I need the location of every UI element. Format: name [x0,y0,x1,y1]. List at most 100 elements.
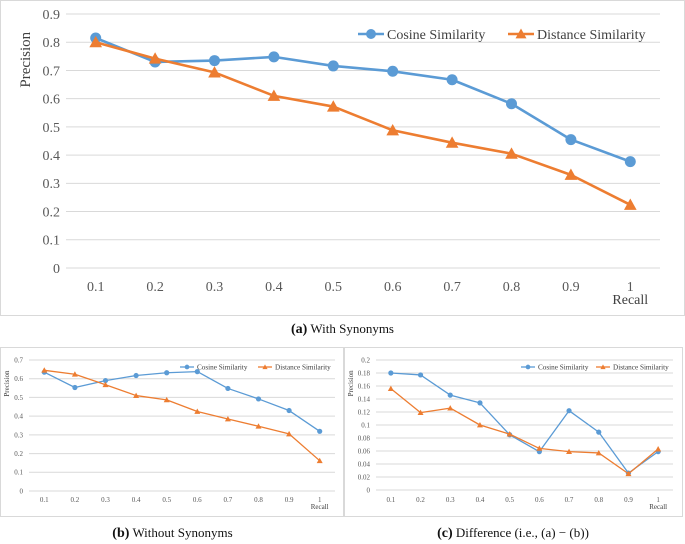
chart-c-x-tick-label: 0.1 [386,496,395,504]
chart-b-point-distance [316,457,323,464]
chart-c-point-cosine [388,370,394,376]
chart-a-x-tick-label: 0.1 [87,280,105,295]
chart-b-x-tick-label: 0.3 [101,496,110,504]
chart-a-y-tick-label: 0.5 [43,121,61,136]
chart-c-x-tick-label: 0.2 [416,496,425,504]
chart-c-x-tick-label: 0.8 [594,496,603,504]
chart-c-point-cosine [477,400,483,406]
chart-a-series-line-cosine [95,36,631,163]
chart-c-point-distance [595,449,602,456]
chart-c-x-tick-label: 0.3 [446,496,455,504]
chart-c-x-tick-label: 1 [656,496,660,504]
chart-b-point-distance [41,367,48,373]
chart-a-y-tick-label: 0.9 [43,8,61,23]
chart-a-y-tick-label: 0.1 [43,234,61,249]
chart-a-point-cosine [624,156,636,168]
chart-c: 0 0.02 0.04 0.06 0.08 0.1 0.12 0.14 0.16 0.18 0.2 0… [343,347,683,517]
chart-a-point-cosine [506,98,517,110]
caption-a-letter: (a) [291,322,308,337]
caption-c-text: Difference (i.e., (a) − (b)) [455,525,589,540]
chart-b-point-cosine [255,396,262,402]
chart-a-point-cosine [209,55,220,67]
chart-b-x-tick-label: 0.5 [162,496,171,504]
chart-c-point-distance [447,405,454,411]
chart-a-y-tick-label: 0.2 [43,205,61,220]
chart-b-y-tick-label: 0.4 [14,413,23,421]
chart-c-y-tick-label: 0.14 [358,395,371,403]
chart-b-x-tick-label: 0.6 [193,496,202,504]
chart-b-point-distance [71,371,78,377]
chart-b-point-distance [163,396,170,403]
chart-a-point-cosine [327,60,339,72]
chart-c-y-tick-label: 0.2 [361,356,370,364]
chart-c-y-tick-label: 0.16 [358,382,371,390]
chart-b-point-distance [133,392,140,398]
chart-b-legend-label-cosine: Cosine Similarity [197,364,248,372]
chart-b-y-tick-label: 0.5 [14,394,23,402]
caption-b: (b) Without Synonyms [0,525,345,542]
chart-c-y-tick-label: 0.06 [358,447,371,455]
chart-a-point-distance [208,66,221,78]
chart-a-x-tick-label: 0.6 [384,280,402,295]
chart-c-point-distance [417,409,424,416]
chart-a-point-distance [623,198,637,210]
chart-c-series-line-distance [390,388,659,475]
chart-b-y-tick-label: 0 [20,487,24,495]
chart-b-y-tick-label: 0.7 [14,356,23,364]
chart-c-x-tick-label: 0.5 [505,496,514,504]
chart-b-x-tick-label: 0.4 [132,496,141,504]
chart-c-y-tick-label: 0.04 [358,460,371,468]
chart-a-y-tick-label: 0.6 [43,93,61,108]
chart-b-y-axis-label: Precision [3,370,11,397]
chart-c-y-tick-label: 0.08 [358,434,371,442]
chart-c-point-distance [655,446,662,452]
chart-b-point-distance [255,423,262,429]
caption-a: (a) With Synonyms [0,321,685,338]
chart-a-legend-label-distance: Distance Similarity [537,28,645,43]
chart-a-x-tick-label: 0.8 [503,280,521,295]
chart-a-legend-label-cosine: Cosine Similarity [387,28,485,43]
chart-a-point-distance [505,147,518,159]
chart-b-x-tick-label: 0.7 [224,496,233,504]
chart-a-x-tick-label: 0.7 [443,280,461,295]
chart-c-legend-label-cosine: Cosine Similarity [538,364,589,372]
chart-a-point-cosine [387,65,399,77]
chart-c-point-distance [506,431,513,437]
chart-c-x-tick-label: 0.6 [535,496,544,504]
chart-b-legend-marker-cosine [184,364,190,370]
chart-c-y-tick-label: 0.18 [358,369,371,377]
chart-a-point-distance [326,100,340,112]
chart-a-x-axis-label: Recall [612,293,648,308]
chart-a-series-line-distance [95,40,631,206]
chart-a-point-cosine [268,51,280,63]
chart-b-y-tick-label: 0.1 [14,469,23,477]
chart-c-y-axis-label: Precision [347,370,355,397]
chart-a-y-tick-label: 0.4 [43,149,61,164]
chart-b-x-axis-label: Recall [311,503,329,511]
chart-a-point-distance [148,52,162,64]
chart-b-point-cosine [317,428,323,434]
caption-b-text: Without Synonyms [132,525,233,540]
chart-c-legend-marker-distance [600,364,606,370]
chart-b-point-distance [194,408,201,414]
chart-c-x-tick-label: 0.7 [565,496,574,504]
chart-a-y-tick-label: 0.7 [43,64,61,79]
chart-b-x-tick-label: 0.9 [285,496,294,504]
chart-b-series-line-cosine [44,370,321,432]
caption-a-text: With Synonyms [310,321,394,336]
chart-c-legend-label-distance: Distance Similarity [613,364,669,372]
chart-c-legend-marker-cosine [525,364,531,370]
chart-b-x-tick-label: 1 [318,496,322,504]
chart-b-point-cosine [133,372,139,379]
chart-b-point-cosine [72,384,78,391]
chart-c-frame [343,347,683,517]
chart-b-point-cosine [286,407,292,414]
chart-b: 0 0.1 0.2 0.3 0.4 0.5 0.6 0.7 0.1 0.2 0.3 0.4 0.5 0.6… [0,347,345,517]
chart-b-x-tick-label: 0.1 [40,496,49,504]
chart-c-point-cosine [447,392,453,398]
caption-c-letter: (c) [437,526,453,541]
chart-c-point-distance [476,422,483,428]
chart-c-series-line-cosine [390,372,659,474]
chart-b-y-tick-label: 0.6 [14,375,23,383]
chart-b-point-cosine [225,385,231,392]
